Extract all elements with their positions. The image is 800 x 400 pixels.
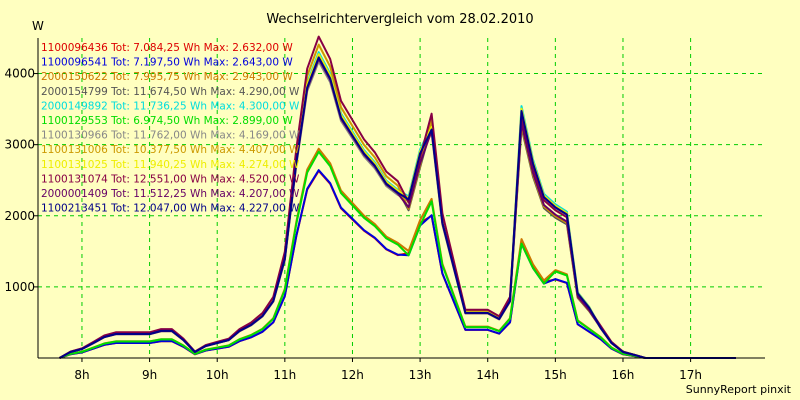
legend-entry-2: 2000150622 Tot: 7.995,75 Wh Max: 2.943,0… (41, 71, 293, 83)
chart-title: Wechselrichtervergleich vom 28.02.2010 (266, 12, 533, 27)
x-tick-label-2: 10h (206, 368, 229, 382)
series-lines (59, 35, 736, 359)
series-line-5 (59, 150, 736, 359)
x-tick-label-5: 13h (409, 368, 432, 382)
x-tick-label-8: 16h (612, 368, 635, 382)
legend-entry-6: 1100130966 Tot: 11.762,00 Wh Max: 4.169,… (41, 130, 300, 142)
legend-entry-8: 1100131025 Tot: 11.940,25 Wh Max: 4.274,… (41, 159, 300, 171)
y-axis-unit: W (32, 19, 44, 33)
legend-entry-4: 2000149892 Tot: 11.736,25 Wh Max: 4.300,… (41, 100, 300, 112)
legend-entry-1: 1100096541 Tot: 7.197,50 Wh Max: 2.643,0… (41, 57, 293, 69)
legend-entry-3: 2000154799 Tot: 11.674,50 Wh Max: 4.290,… (41, 86, 300, 98)
legend-entry-0: 1100096436 Tot: 7.084,25 Wh Max: 2.632,0… (41, 42, 293, 54)
grid (38, 38, 765, 358)
y-axis: 1000 2000 3000 4000 (4, 38, 39, 358)
legend-entry-7: 1100131006 Tot: 10.377,50 Wh Max: 4.407,… (41, 144, 300, 156)
legend-entry-9: 1100131074 Tot: 12.551,00 Wh Max: 4.520,… (41, 173, 300, 185)
legend-entry-10: 2000001409 Tot: 11.512,25 Wh Max: 4.207,… (41, 188, 300, 200)
legend: 1100096436 Tot: 7.084,25 Wh Max: 2.632,0… (41, 42, 300, 215)
y-tick-label-2: 3000 (4, 138, 35, 152)
x-tick-label-7: 15h (544, 368, 567, 382)
x-tick-label-1: 9h (142, 368, 157, 382)
y-tick-label-3: 4000 (4, 67, 35, 81)
x-tick-label-9: 17h (679, 368, 702, 382)
watermark: SunnyReport pinxit (686, 383, 792, 396)
y-tick-label-1: 2000 (4, 209, 35, 223)
x-tick-label-0: 8h (74, 368, 89, 382)
x-axis: 8h 9h 10h 11h 12h 13h 14h 15h 16h 17h (38, 357, 765, 382)
legend-entry-5: 1100129553 Tot: 6.974,50 Wh Max: 2.899,0… (41, 115, 293, 127)
x-tick-label-4: 12h (341, 368, 364, 382)
legend-entry-11: 1100213451 Tot: 12.047,00 Wh Max: 4.227,… (41, 203, 300, 215)
series-line-11 (59, 56, 736, 359)
y-tick-label-0: 1000 (4, 280, 35, 294)
x-tick-label-3: 11h (273, 368, 296, 382)
x-tick-label-6: 14h (476, 368, 499, 382)
